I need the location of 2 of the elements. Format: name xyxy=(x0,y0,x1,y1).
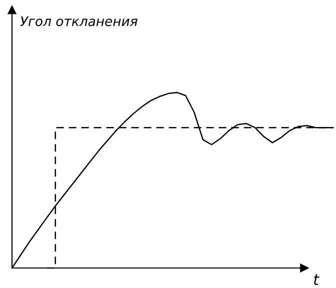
text: Угол откланения xyxy=(20,16,138,26)
x-axis-title: t xyxy=(314,274,320,285)
